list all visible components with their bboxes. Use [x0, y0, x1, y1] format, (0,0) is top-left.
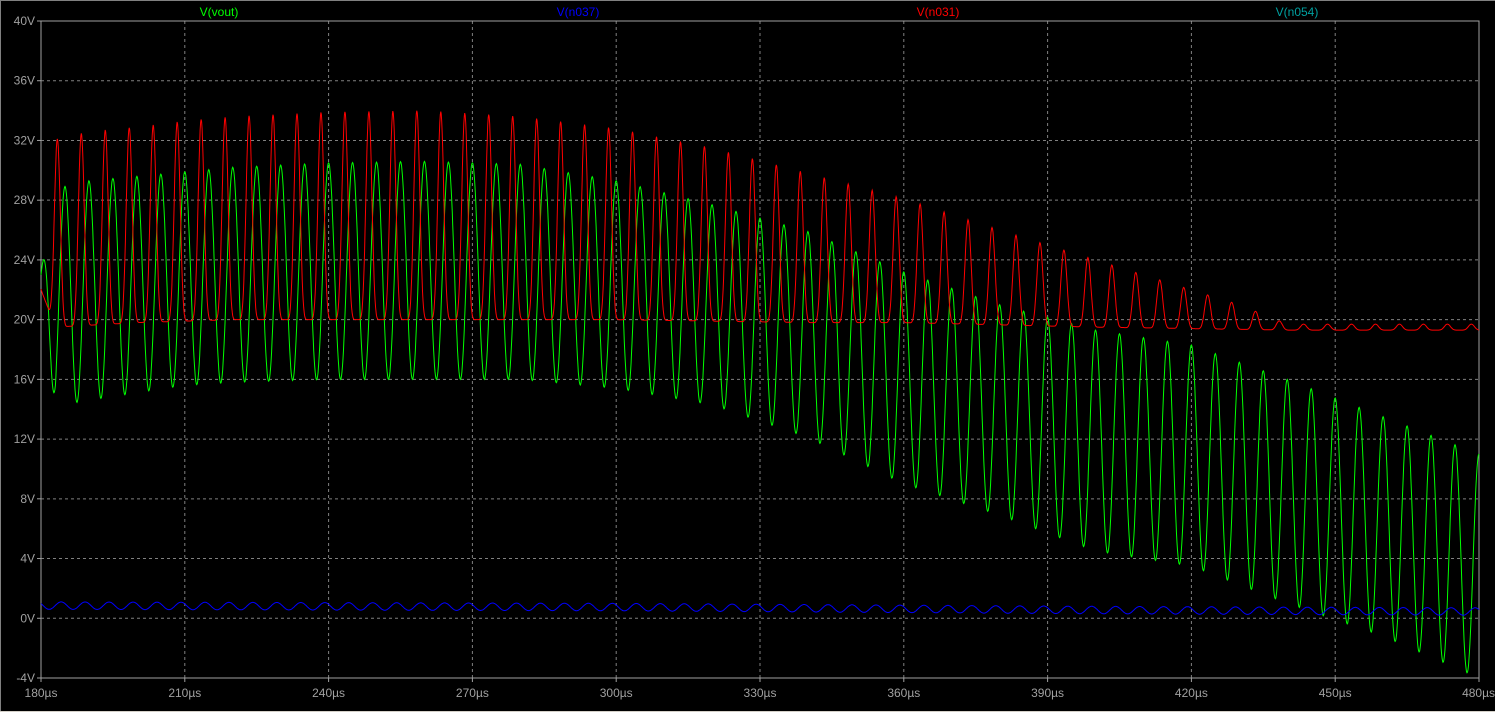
- grid-layer: [41, 21, 1479, 678]
- y-tick-label: 40V: [14, 14, 35, 28]
- x-tick-label: 180µs: [25, 686, 58, 700]
- x-tick-label: 390µs: [1031, 686, 1064, 700]
- y-tick-label: 8V: [20, 492, 35, 506]
- series-line-vvout: [40, 160, 1480, 674]
- series-layer: [40, 110, 1480, 674]
- y-tick-label: 24V: [14, 253, 35, 267]
- x-tick-label: 240µs: [312, 686, 345, 700]
- y-tick-label: 20V: [14, 313, 35, 327]
- legend[interactable]: V(vout) V(n037) V(n031) V(n054): [200, 5, 1319, 19]
- x-tick-label: 420µs: [1175, 686, 1208, 700]
- legend-entry-vn031[interactable]: V(n031): [917, 5, 960, 19]
- tick-layer: -4V 0V 4V 8V 12V 16V 20V 24V 28V 32V 36V 40V 180µs 21…: [14, 14, 1495, 700]
- x-tick-label: 480µs: [1462, 686, 1495, 700]
- y-tick-label: 32V: [14, 133, 35, 147]
- legend-entry-vn037[interactable]: V(n037): [557, 5, 600, 19]
- y-tick-label: 36V: [14, 74, 35, 88]
- series-line-vn037: [40, 601, 1480, 616]
- y-tick-label: 4V: [20, 552, 35, 566]
- y-tick-label: 0V: [20, 611, 35, 625]
- legend-entry-vn054[interactable]: V(n054): [1276, 5, 1319, 19]
- x-tick-label: 300µs: [600, 686, 633, 700]
- y-tick-label: 28V: [14, 193, 35, 207]
- x-tick-label: 450µs: [1319, 686, 1352, 700]
- x-tick-label: 210µs: [168, 686, 201, 700]
- series-line-vn031: [40, 110, 1480, 331]
- legend-entry-vvout[interactable]: V(vout): [200, 5, 239, 19]
- y-tick-label: 12V: [14, 432, 35, 446]
- y-tick-label: 16V: [14, 372, 35, 386]
- x-tick-label: 330µs: [744, 686, 777, 700]
- x-tick-label: 270µs: [456, 686, 489, 700]
- y-tick-label: -4V: [16, 671, 35, 685]
- x-tick-label: 360µs: [887, 686, 920, 700]
